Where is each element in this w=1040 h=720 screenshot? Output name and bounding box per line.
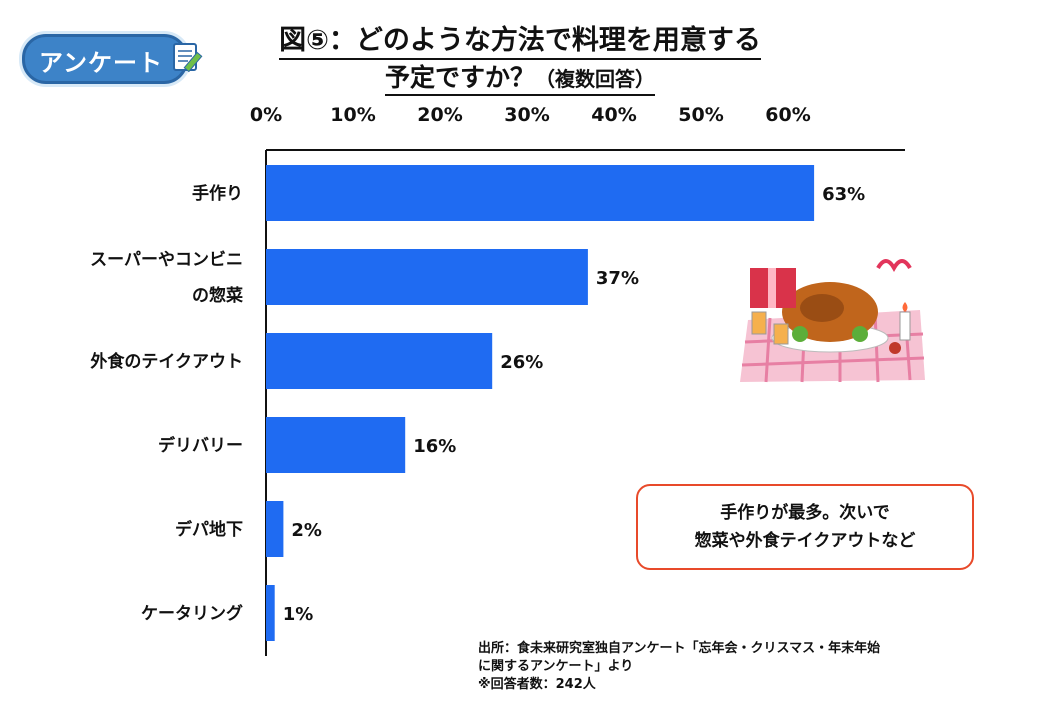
chart-title-line1: 図⑤：どのような方法で料理を用意する (0, 18, 1040, 60)
x-tick-label: 50% (678, 104, 723, 126)
category-label: の惣菜 (192, 285, 244, 306)
category-label: スーパーやコンビニ (90, 250, 243, 270)
chart-title-line2: 予定ですか？（複数回答） (0, 58, 1040, 96)
chart-title-text-2: 予定ですか？ (384, 63, 535, 92)
data-label: 63% (822, 184, 865, 205)
source-line-1: 出所：食未来研究室独自アンケート「忘年会・クリスマス・年末年始 (478, 641, 881, 656)
category-label: デリバリー (158, 435, 243, 456)
callout-line-2: 惣菜や外食テイクアウトなど (694, 531, 916, 551)
x-tick-label: 40% (591, 104, 636, 126)
data-label: 1% (283, 604, 314, 625)
data-label: 26% (500, 352, 543, 373)
category-label: デパ地下 (175, 519, 243, 540)
data-label: 2% (291, 520, 322, 541)
callout-line-1: 手作りが最多。次いで (720, 503, 890, 523)
survey-badge: アンケート (22, 34, 188, 84)
chart-title-text-1: 図⑤：どのような方法で料理を用意する (279, 25, 761, 60)
survey-badge-label: アンケート (39, 49, 164, 77)
x-tick-label: 20% (417, 104, 462, 126)
respondent-count: ※回答者数：242人 (478, 677, 596, 692)
christmas-turkey-illustration (740, 259, 925, 383)
x-tick-label: 30% (504, 104, 549, 126)
bar (266, 417, 406, 473)
notepad-pencil-icon (173, 43, 203, 73)
category-label: 外食のテイクアウト (90, 351, 243, 372)
bar (266, 585, 275, 641)
category-label: 手作り (192, 183, 243, 204)
category-label: ケータリング (141, 603, 243, 624)
bar (266, 249, 588, 305)
bar (266, 165, 815, 221)
x-tick-label: 60% (765, 104, 810, 126)
x-tick-label: 0% (250, 104, 282, 126)
data-label: 16% (413, 436, 456, 457)
bar (266, 333, 493, 389)
summary-callout: 手作りが最多。次いで 惣菜や外食テイクアウトなど (636, 484, 974, 570)
chart-title-underline-2: 予定ですか？（複数回答） (384, 63, 655, 96)
chart-title-note: （複数回答） (535, 67, 655, 91)
data-label: 37% (596, 268, 639, 289)
source-note: 出所：食未来研究室独自アンケート「忘年会・クリスマス・年末年始 に関するアンケー… (478, 640, 880, 694)
bar (266, 501, 284, 557)
x-tick-label: 10% (330, 104, 375, 126)
source-line-2: に関するアンケート」より (478, 659, 634, 674)
